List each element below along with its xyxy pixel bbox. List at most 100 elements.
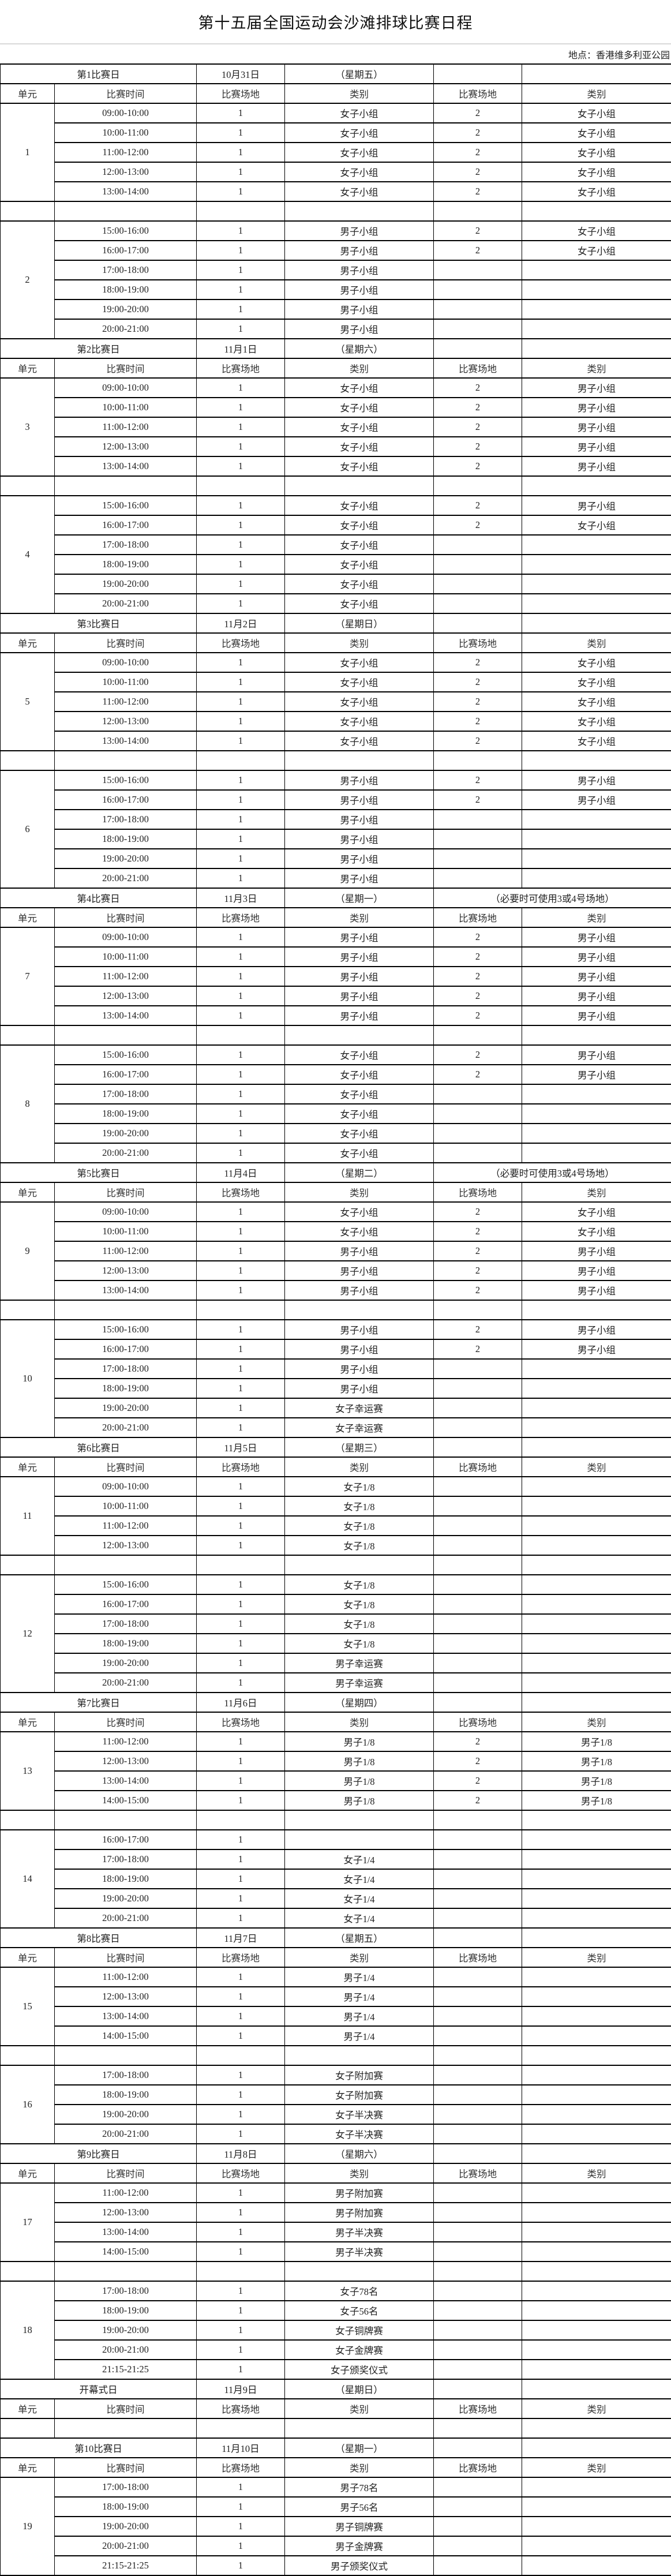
blank-row — [1, 1025, 671, 1045]
match-time: 09:00-10:00 — [55, 1202, 197, 1222]
match-time: 12:00-13:00 — [55, 2203, 197, 2222]
match-time: 17:00-18:00 — [55, 260, 197, 280]
category-1: 女子小组 — [285, 496, 434, 515]
day-weekday: （星期六） — [285, 339, 434, 358]
day-date: 11月1日 — [197, 339, 285, 358]
court-2 — [434, 2222, 522, 2242]
blank-row — [1, 201, 671, 221]
category-2-header: 类别 — [522, 1457, 671, 1477]
category-1: 男子小组 — [285, 849, 434, 868]
match-time: 09:00-10:00 — [55, 1477, 197, 1496]
category-2 — [522, 535, 671, 555]
match-time: 12:00-13:00 — [55, 1987, 197, 2006]
court-2: 2 — [434, 692, 522, 712]
court-2 — [434, 829, 522, 849]
category-header: 类别 — [285, 2163, 434, 2183]
match-time: 16:00-17:00 — [55, 1339, 197, 1359]
court-1: 1 — [197, 1202, 285, 1222]
court-1: 1 — [197, 1222, 285, 1241]
court-1: 1 — [197, 1398, 285, 1418]
empty-cell — [522, 339, 671, 358]
match-time: 18:00-19:00 — [55, 829, 197, 849]
court-1: 1 — [197, 947, 285, 967]
court-2 — [434, 2242, 522, 2262]
category-2 — [522, 2517, 671, 2536]
category-header: 类别 — [285, 84, 434, 103]
court-2 — [434, 2556, 522, 2575]
unit-number: 13 — [1, 1732, 55, 1810]
match-time: 10:00-11:00 — [55, 672, 197, 692]
category-1: 男子1/8 — [285, 1771, 434, 1791]
match-time: 20:00-21:00 — [55, 1418, 197, 1437]
category-2: 女子小组 — [522, 1202, 671, 1222]
court-2: 2 — [434, 143, 522, 162]
court-1: 1 — [197, 2085, 285, 2105]
court-2: 2 — [434, 672, 522, 692]
court-1: 1 — [197, 2340, 285, 2360]
category-2 — [522, 1849, 671, 1869]
category-2: 男子1/8 — [522, 1791, 671, 1810]
court-2: 2 — [434, 241, 522, 260]
category-1: 男子小组 — [285, 770, 434, 790]
match-time: 20:00-21:00 — [55, 2340, 197, 2360]
category-2-header: 类别 — [522, 1712, 671, 1732]
category-2 — [522, 1869, 671, 1889]
court-1: 1 — [197, 2124, 285, 2144]
blank-row — [1, 1555, 671, 1575]
match-time: 19:00-20:00 — [55, 1653, 197, 1673]
court-2 — [434, 555, 522, 574]
category-2: 男子小组 — [522, 927, 671, 947]
court-1: 1 — [197, 1516, 285, 1536]
empty-cell — [197, 2418, 285, 2438]
court-1: 1 — [197, 1084, 285, 1104]
category-2 — [522, 2536, 671, 2556]
category-2: 女子小组 — [522, 692, 671, 712]
court-1: 1 — [197, 1379, 285, 1398]
court-2 — [434, 2026, 522, 2046]
category-2: 男子小组 — [522, 1065, 671, 1084]
day-label: 第3比赛日 — [1, 613, 197, 633]
day-date: 11月3日 — [197, 888, 285, 908]
category-2: 男子1/8 — [522, 1751, 671, 1771]
match-time: 13:00-14:00 — [55, 456, 197, 476]
court-1: 1 — [197, 2360, 285, 2379]
court-2 — [434, 1124, 522, 1143]
court-2 — [434, 2320, 522, 2340]
category-1: 男子56名 — [285, 2497, 434, 2517]
column-header-row: 单元比赛时间比赛场地类别比赛场地类别 — [1, 84, 671, 103]
court-1: 1 — [197, 1575, 285, 1594]
court-2 — [434, 1359, 522, 1379]
court-2: 2 — [434, 1202, 522, 1222]
match-time: 14:00-15:00 — [55, 2242, 197, 2262]
column-header-row: 单元比赛时间比赛场地类别比赛场地类别 — [1, 2458, 671, 2477]
category-2 — [522, 1614, 671, 1634]
empty-cell — [522, 2262, 671, 2281]
match-time: 09:00-10:00 — [55, 653, 197, 672]
court-2-header: 比赛场地 — [434, 633, 522, 653]
category-1: 女子1/4 — [285, 1849, 434, 1869]
match-time: 17:00-18:00 — [55, 2281, 197, 2301]
category-1: 男子小组 — [285, 810, 434, 829]
court-2 — [434, 1104, 522, 1124]
category-1: 男子小组 — [285, 1006, 434, 1025]
court-header: 比赛场地 — [197, 358, 285, 378]
category-header: 类别 — [285, 2458, 434, 2477]
empty-cell — [1, 1300, 55, 1320]
category-1: 男子幸运赛 — [285, 1673, 434, 1693]
category-2 — [522, 1634, 671, 1653]
empty-cell — [197, 476, 285, 496]
empty-cell — [285, 476, 434, 496]
court-2: 2 — [434, 927, 522, 947]
category-1: 女子小组 — [285, 1104, 434, 1124]
